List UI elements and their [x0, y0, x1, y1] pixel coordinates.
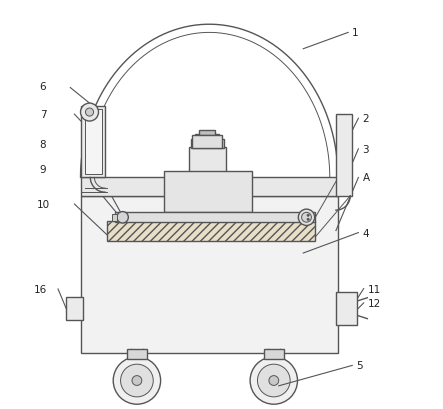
Bar	[336, 292, 357, 325]
Text: 16: 16	[34, 284, 47, 294]
Bar	[336, 115, 352, 196]
Circle shape	[269, 376, 279, 385]
Circle shape	[117, 212, 128, 223]
Circle shape	[307, 214, 309, 217]
Text: 1: 1	[352, 28, 359, 38]
Circle shape	[81, 104, 98, 122]
Circle shape	[132, 376, 142, 385]
Bar	[191, 140, 224, 148]
Text: 12: 12	[367, 298, 381, 308]
Circle shape	[250, 357, 298, 404]
Circle shape	[113, 357, 161, 404]
Text: A: A	[362, 173, 369, 183]
Bar	[66, 297, 82, 321]
Circle shape	[302, 213, 311, 222]
Text: 2: 2	[362, 114, 369, 124]
Text: 4: 4	[362, 228, 369, 238]
Text: 7: 7	[40, 110, 46, 120]
Bar	[81, 178, 338, 196]
Bar	[112, 214, 117, 221]
Circle shape	[307, 218, 309, 221]
Text: 6: 6	[40, 81, 46, 91]
Bar	[192, 136, 222, 148]
Bar	[81, 196, 338, 353]
Text: 3: 3	[362, 144, 369, 155]
Circle shape	[257, 364, 290, 397]
Bar	[115, 213, 315, 223]
Bar	[264, 349, 284, 359]
Text: 11: 11	[367, 284, 381, 294]
Text: 5: 5	[356, 360, 363, 371]
Text: 9: 9	[40, 165, 46, 175]
Circle shape	[298, 209, 315, 226]
Bar	[164, 172, 252, 213]
Bar	[195, 135, 219, 141]
Bar	[189, 147, 225, 178]
Bar	[107, 222, 315, 241]
Text: 8: 8	[40, 139, 46, 149]
Bar	[199, 130, 215, 135]
Circle shape	[120, 364, 153, 397]
Circle shape	[85, 109, 93, 117]
Bar	[81, 107, 105, 178]
Bar	[85, 110, 102, 175]
Bar	[127, 349, 147, 359]
Text: 10: 10	[37, 200, 50, 209]
